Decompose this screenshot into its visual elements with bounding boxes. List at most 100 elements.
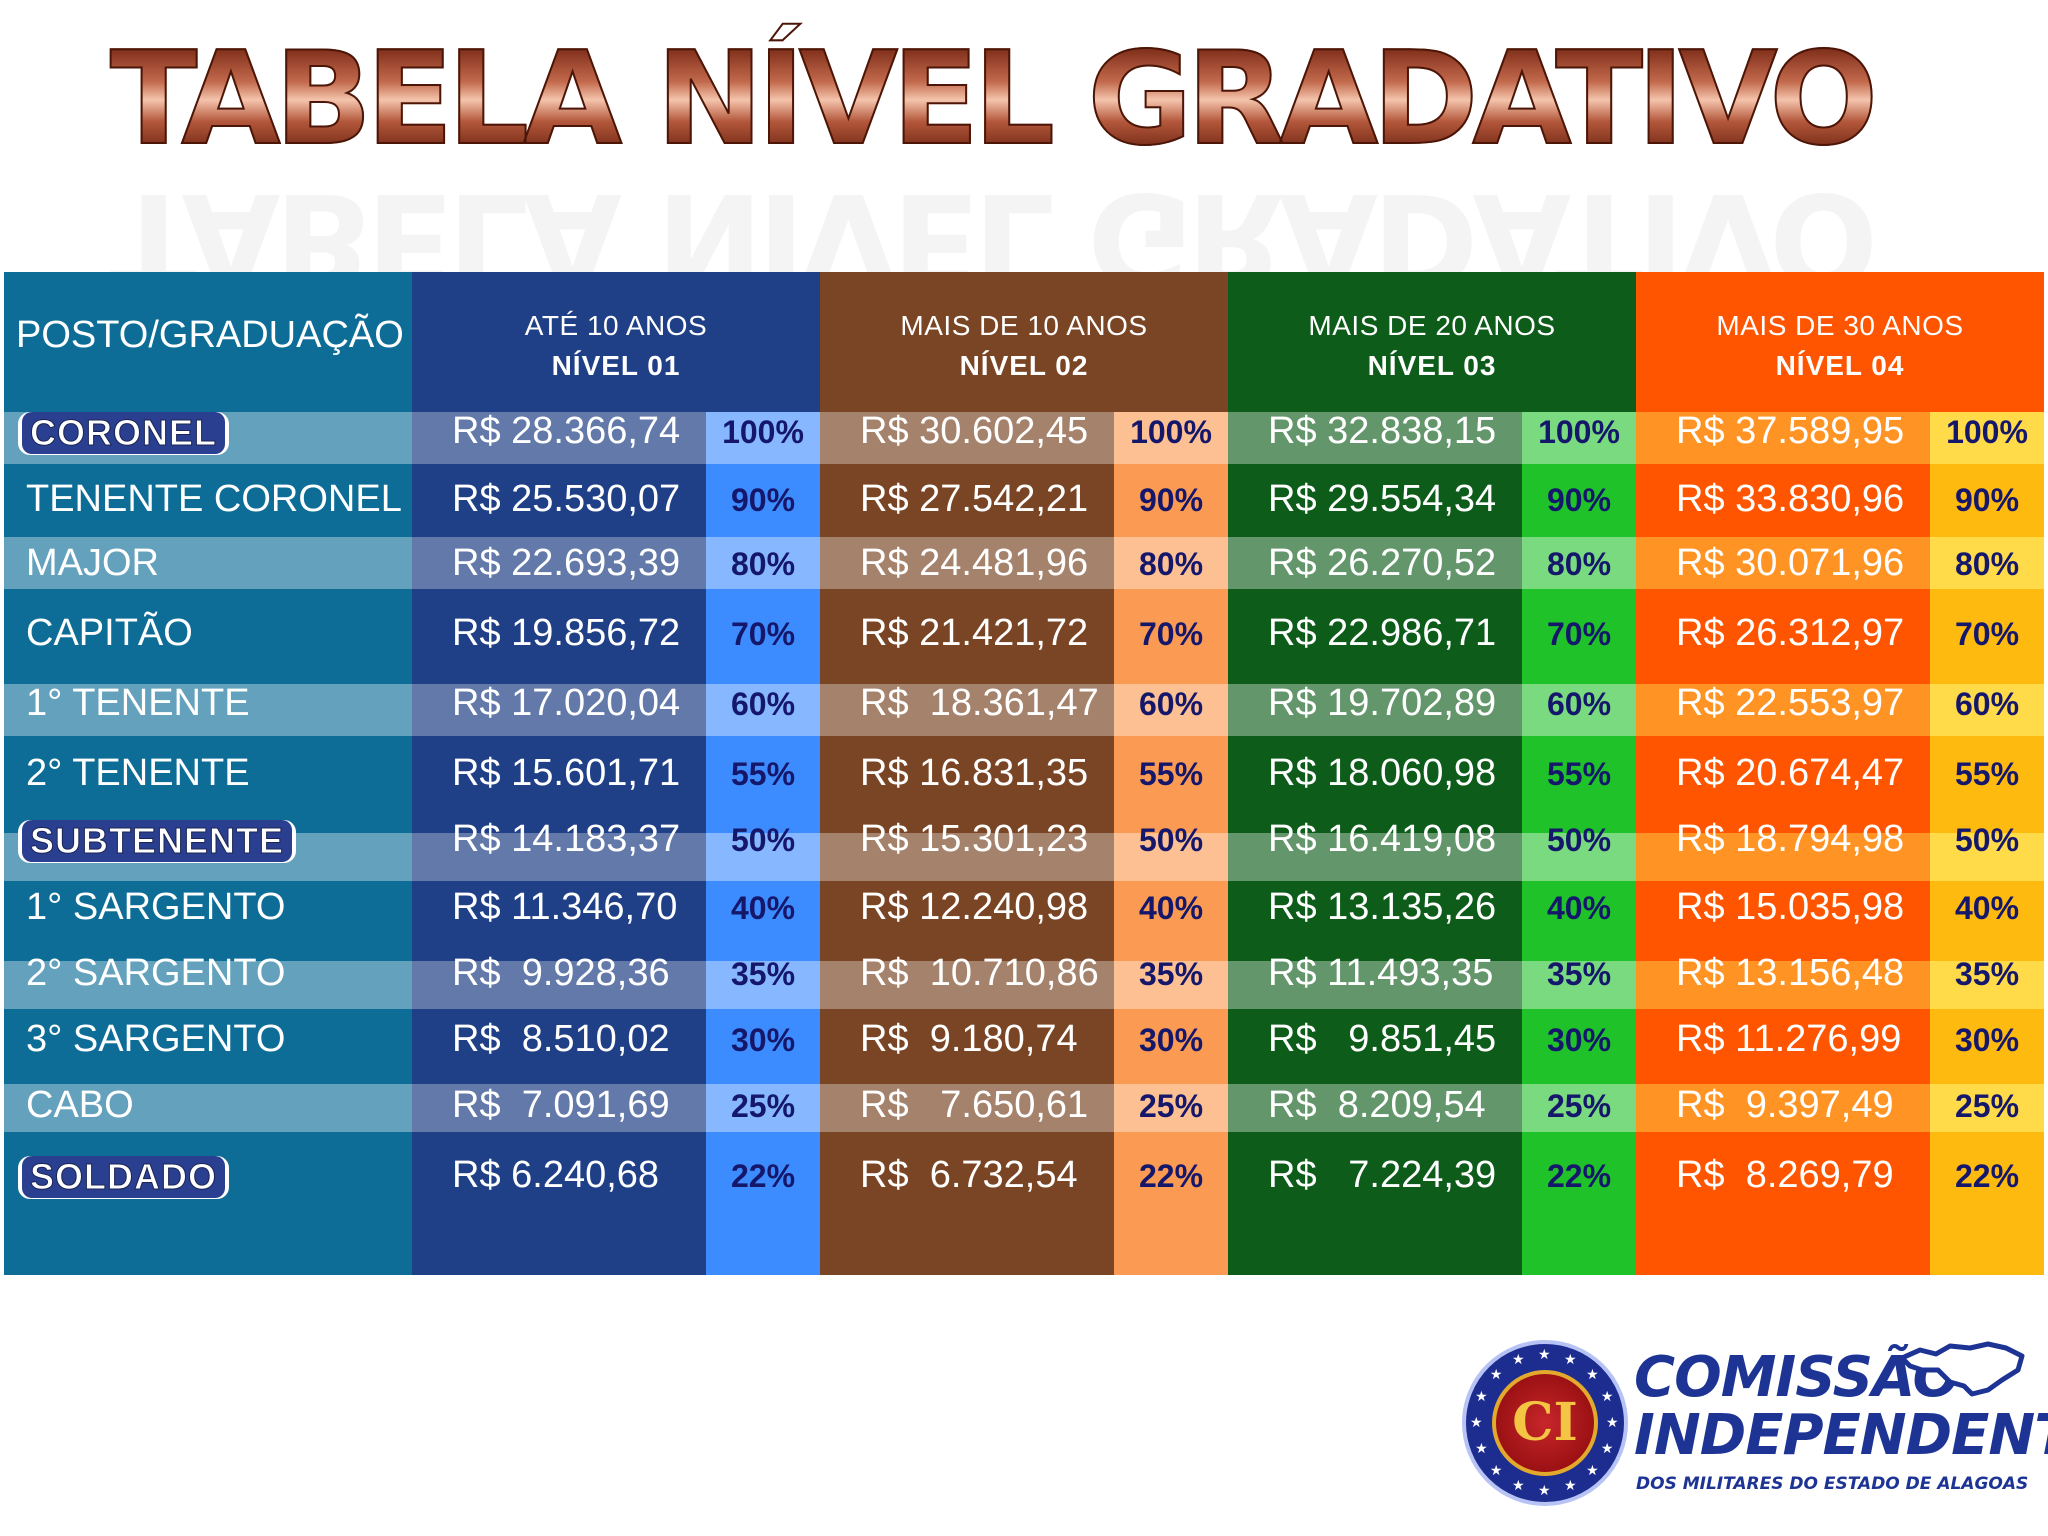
percent-value: 90%: [1954, 482, 2020, 518]
seal-emblem: CI ★ ★ ★ ★ ★ ★ ★ ★ ★ ★ ★ ★ ★ ★ ★ ★: [1462, 1340, 1628, 1506]
percent-value: 100%: [1946, 414, 2028, 450]
percent-value: 35%: [1954, 956, 2020, 992]
nivel-02-years: MAIS DE 10 ANOS: [900, 310, 1148, 341]
percent-value: 50%: [730, 822, 796, 858]
title-word-tabela: TABELA: [109, 25, 623, 174]
rank-label: MAJOR: [26, 542, 159, 584]
rank-label: SUBTENENTE: [18, 820, 297, 863]
row-stripe: [4, 537, 2044, 589]
row-stripe-segment: [706, 412, 820, 464]
salary-value-nivel-04: R$ 9.397,49: [1676, 1084, 1894, 1126]
salary-value-nivel-04: R$ 11.276,99: [1676, 1018, 1902, 1060]
salary-value-nivel-03: R$ 8.209,54: [1268, 1084, 1486, 1126]
row-stripe-segment: [412, 412, 706, 464]
row-stripe-segment: [706, 1084, 820, 1132]
row-stripe-segment: [1636, 961, 1930, 1009]
row-stripe-segment: [1228, 684, 1522, 736]
salary-value-nivel-04: R$ 18.794,98: [1676, 818, 1905, 860]
seal-star-icon: ★: [1600, 1441, 1614, 1458]
logo-line-2: INDEPENDENTE: [1634, 1403, 2048, 1468]
row-stripe-segment: [1636, 833, 1930, 881]
row-stripe-segment: [1114, 1084, 1228, 1132]
nivel-04-header: MAIS DE 30 ANOS NÍVEL 04: [1636, 310, 2044, 382]
nivel-01-years: ATÉ 10 ANOS: [524, 310, 708, 341]
nivel-01-column: [412, 272, 820, 1275]
rank-label: 1° SARGENTO: [26, 886, 286, 928]
salary-value-nivel-02: R$ 16.831,35: [860, 752, 1089, 794]
row-stripe-segment: [1522, 537, 1636, 589]
percent-value: 22%: [1138, 1158, 1204, 1194]
salary-value-nivel-02: R$ 7.650,61: [860, 1084, 1089, 1126]
salary-value-nivel-02: R$ 9.180,74: [860, 1018, 1078, 1060]
seal-star-icon: ★: [1475, 1441, 1488, 1458]
rank-label: 2° TENENTE: [26, 752, 250, 794]
salary-value-nivel-01: R$ 17.020,04: [452, 682, 681, 724]
row-stripe-segment: [412, 833, 706, 881]
percent-value: 80%: [1546, 546, 1612, 582]
percent-value: 40%: [730, 890, 796, 926]
row-stripe-segment: [1114, 684, 1228, 736]
row-stripe-segment: [1228, 833, 1522, 881]
row-stripe-segment: [1522, 1084, 1636, 1132]
nivel-01-pct-column: [706, 412, 820, 1275]
percent-value: 40%: [1546, 890, 1612, 926]
salary-value-nivel-04: R$ 20.674,47: [1676, 752, 1905, 794]
percent-value: 25%: [1954, 1088, 2020, 1124]
seal-star-icon: ★: [1606, 1415, 1619, 1431]
percent-value: 30%: [730, 1022, 796, 1058]
percent-value: 55%: [1546, 756, 1612, 792]
row-stripe-segment: [1114, 412, 1228, 464]
seal-star-icon: ★: [1489, 1463, 1503, 1480]
row-stripe-segment: [820, 961, 1114, 1009]
salary-value-nivel-01: R$ 14.183,37: [452, 818, 681, 860]
nivel-02-column: [820, 272, 1228, 1275]
percent-value: 90%: [1138, 482, 1204, 518]
row-stripe-segment: [820, 833, 1114, 881]
salary-value-nivel-01: R$ 6.240,68: [452, 1154, 660, 1196]
seal-star-icon: ★: [1600, 1388, 1614, 1405]
row-stripe-segment: [1114, 961, 1228, 1009]
salary-value-nivel-02: R$ 6.732,54: [860, 1154, 1078, 1196]
row-stripe-segment: [1114, 833, 1228, 881]
percent-value: 35%: [730, 956, 796, 992]
salary-value-nivel-01: R$ 8.510,02: [452, 1018, 670, 1060]
rank-badge-label: CORONEL: [22, 412, 225, 454]
salary-value-nivel-03: R$ 16.419,08: [1268, 818, 1497, 860]
percent-value: 22%: [1954, 1158, 2020, 1194]
percent-value: 70%: [1954, 616, 2020, 652]
seal-star-icon: ★: [1511, 1352, 1525, 1369]
salary-value-nivel-03: R$ 7.224,39: [1268, 1154, 1497, 1196]
percent-value: 70%: [1546, 616, 1612, 652]
seal-star-icon: ★: [1489, 1366, 1503, 1383]
seal-star-icon: ★: [1538, 1483, 1551, 1499]
row-stripe-segment: [820, 412, 1114, 464]
salary-value-nivel-03: R$ 22.986,71: [1268, 612, 1497, 654]
row-stripe-segment: [1930, 412, 2044, 464]
salary-value-nivel-04: R$ 37.589,95: [1676, 410, 1905, 452]
percent-value: 90%: [1546, 482, 1612, 518]
percent-value: 50%: [1138, 822, 1204, 858]
row-stripe-segment: [1522, 684, 1636, 736]
percent-value: 40%: [1138, 890, 1204, 926]
salary-value-nivel-01: R$ 19.856,72: [452, 612, 681, 654]
salary-value-nivel-04: R$ 30.071,96: [1676, 542, 1905, 584]
rank-label: 2° SARGENTO: [26, 952, 286, 994]
salary-value-nivel-02: R$ 10.710,86: [860, 952, 1099, 994]
percent-value: 25%: [1138, 1088, 1204, 1124]
row-stripe-segment: [412, 537, 706, 589]
percent-value: 30%: [1138, 1022, 1204, 1058]
percent-value: 30%: [1954, 1022, 2020, 1058]
percent-value: 55%: [1954, 756, 2020, 792]
row-stripe-segment: [706, 684, 820, 736]
salary-value-nivel-01: R$ 9.928,36: [452, 952, 670, 994]
row-stripe-segment: [1930, 1084, 2044, 1132]
seal-star-icon: ★: [1538, 1347, 1551, 1363]
seal-star-icon: ★: [1475, 1388, 1488, 1405]
salary-value-nivel-03: R$ 19.702,89: [1268, 682, 1497, 724]
posto-header: POSTO/GRADUAÇÃO: [16, 314, 404, 356]
row-stripe-segment: [1228, 1084, 1522, 1132]
percent-value: 25%: [1546, 1088, 1612, 1124]
percent-value: 60%: [1546, 686, 1612, 722]
rank-label: 3° SARGENTO: [26, 1018, 286, 1060]
rank-label: SOLDADO: [18, 1156, 229, 1199]
